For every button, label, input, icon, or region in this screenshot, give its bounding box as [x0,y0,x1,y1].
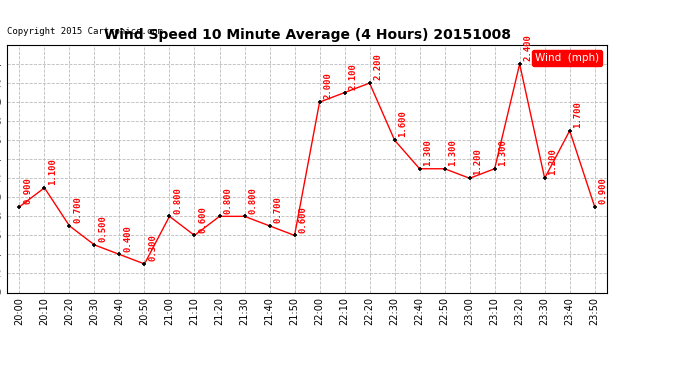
Point [539,175,550,181]
Point [464,175,475,181]
Point [589,204,600,210]
Point [564,128,575,134]
Point [489,166,500,172]
Text: Copyright 2015 Cartronics.com: Copyright 2015 Cartronics.com [7,27,163,36]
Text: 0.400: 0.400 [124,225,132,252]
Text: 0.800: 0.800 [248,187,257,214]
Text: 1.200: 1.200 [473,148,482,176]
Text: 0.800: 0.800 [173,187,182,214]
Text: 0.700: 0.700 [73,196,82,223]
Text: 0.900: 0.900 [598,177,607,204]
Point [139,261,150,267]
Point [414,166,425,172]
Text: 2.400: 2.400 [524,34,533,61]
Point [264,223,275,229]
Text: 1.300: 1.300 [498,139,507,166]
Point [214,213,225,219]
Point [14,204,25,210]
Point [289,232,300,238]
Text: 0.800: 0.800 [224,187,233,214]
Title: Wind Speed 10 Minute Average (4 Hours) 20151008: Wind Speed 10 Minute Average (4 Hours) 2… [104,28,511,42]
Point [39,185,50,191]
Point [64,223,75,229]
Text: 0.900: 0.900 [23,177,32,204]
Point [364,80,375,86]
Text: 0.600: 0.600 [198,206,207,232]
Point [314,99,325,105]
Point [239,213,250,219]
Point [89,242,100,248]
Text: 2.000: 2.000 [324,72,333,99]
Text: 1.300: 1.300 [424,139,433,166]
Text: 1.200: 1.200 [549,148,558,176]
Legend: Wind  (mph): Wind (mph) [531,50,602,66]
Text: 0.300: 0.300 [148,234,157,261]
Text: 0.600: 0.600 [298,206,307,232]
Text: 2.200: 2.200 [373,53,382,80]
Point [339,90,350,96]
Text: 1.100: 1.100 [48,158,57,185]
Text: 1.300: 1.300 [448,139,457,166]
Text: 0.700: 0.700 [273,196,282,223]
Point [389,137,400,143]
Text: 0.500: 0.500 [98,215,107,242]
Point [439,166,450,172]
Text: 1.600: 1.600 [398,111,407,137]
Point [514,61,525,67]
Point [114,251,125,257]
Point [164,213,175,219]
Text: 1.700: 1.700 [573,101,582,128]
Text: 2.100: 2.100 [348,63,357,90]
Point [189,232,200,238]
